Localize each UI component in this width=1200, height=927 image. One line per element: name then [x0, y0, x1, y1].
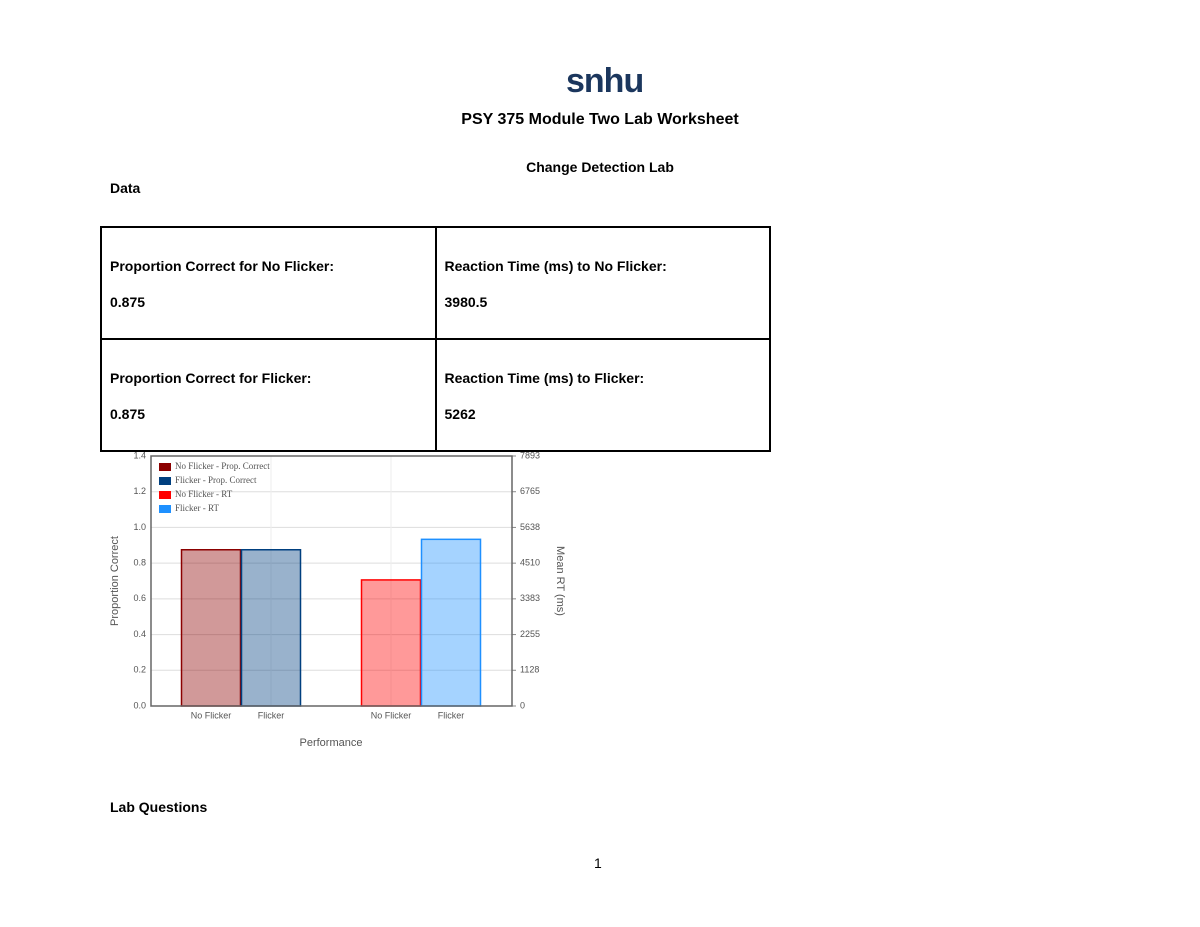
cell: Proportion Correct for No Flicker: 0.875 — [100, 226, 437, 340]
cell-label: Proportion Correct for Flicker: — [110, 370, 312, 386]
cell: Reaction Time (ms) to Flicker: 5262 — [434, 338, 771, 452]
title: PSY 375 Module Two Lab Worksheet — [461, 111, 739, 128]
plot-frame — [150, 455, 513, 707]
y2-tick-label: 1128 — [520, 665, 539, 675]
y-tick-label: 1.4 — [133, 450, 146, 460]
y2-axis-title: Mean RT (ms) — [554, 546, 566, 616]
cell: Reaction Time (ms) to No Flicker: 3980.5 — [434, 226, 771, 340]
y2-tick-label: 5638 — [520, 522, 540, 532]
cell-value: 5262 — [444, 406, 476, 422]
bar — [420, 538, 482, 707]
x-tick-label: Flicker — [438, 710, 465, 720]
section-heading: Data — [110, 180, 141, 196]
cell-label: Reaction Time (ms) to No Flicker: — [444, 258, 667, 274]
legend-swatch — [159, 477, 171, 485]
bar — [360, 579, 422, 707]
y2-tick-label: 4510 — [520, 558, 540, 568]
cell-label: Proportion Correct for No Flicker: — [110, 258, 335, 274]
y2-tick-label: 3383 — [520, 593, 540, 603]
y-tick-label: 0.8 — [133, 558, 146, 568]
logo: snhu — [566, 62, 644, 100]
cell-label: Reaction Time (ms) to Flicker: — [444, 370, 645, 386]
y-tick-label: 0.2 — [133, 665, 146, 675]
cell: Proportion Correct for Flicker: 0.875 — [100, 338, 437, 452]
y-tick-label: 1.0 — [133, 522, 146, 532]
legend-label: No Flicker - RT — [175, 489, 233, 499]
x-tick-label: No Flicker — [191, 710, 232, 720]
subtitle: Change Detection Lab — [526, 159, 674, 175]
y-axis-title: Proportion Correct — [109, 536, 121, 626]
x-axis-title: Performance — [300, 737, 363, 749]
cell-value: 0.875 — [110, 294, 146, 310]
legend-swatch — [159, 491, 171, 499]
y2-tick-label: 2255 — [520, 629, 540, 639]
y2-tick-label: 6765 — [520, 486, 540, 496]
legend-label: No Flicker - Prop. Correct — [175, 461, 270, 471]
y-tick-label: 0.0 — [133, 700, 146, 710]
page-number: 1 — [594, 855, 602, 871]
section-heading: Lab Questions — [110, 799, 208, 815]
legend-label: Flicker - RT — [175, 503, 219, 513]
legend-swatch — [159, 505, 171, 513]
y-tick-label: 0.6 — [133, 593, 146, 603]
chart: Performance Proportion Correct Mean RT (… — [109, 450, 566, 749]
y2-tick-label: 0 — [520, 700, 525, 710]
bar — [180, 549, 242, 707]
plot-area — [151, 456, 512, 706]
x-tick-label: No Flicker — [371, 710, 412, 720]
bar — [240, 549, 302, 707]
y2-tick-label: 7893 — [520, 450, 540, 460]
cell-value: 0.875 — [110, 406, 146, 422]
cell-value: 3980.5 — [444, 294, 488, 310]
legend-swatch — [159, 463, 171, 471]
y-tick-label: 1.2 — [133, 486, 146, 496]
y-tick-label: 0.4 — [133, 629, 146, 639]
data-table: Proportion Correct for No Flicker: 0.875 … — [100, 226, 771, 452]
legend-label: Flicker - Prop. Correct — [175, 475, 257, 485]
x-tick-label: Flicker — [258, 710, 285, 720]
